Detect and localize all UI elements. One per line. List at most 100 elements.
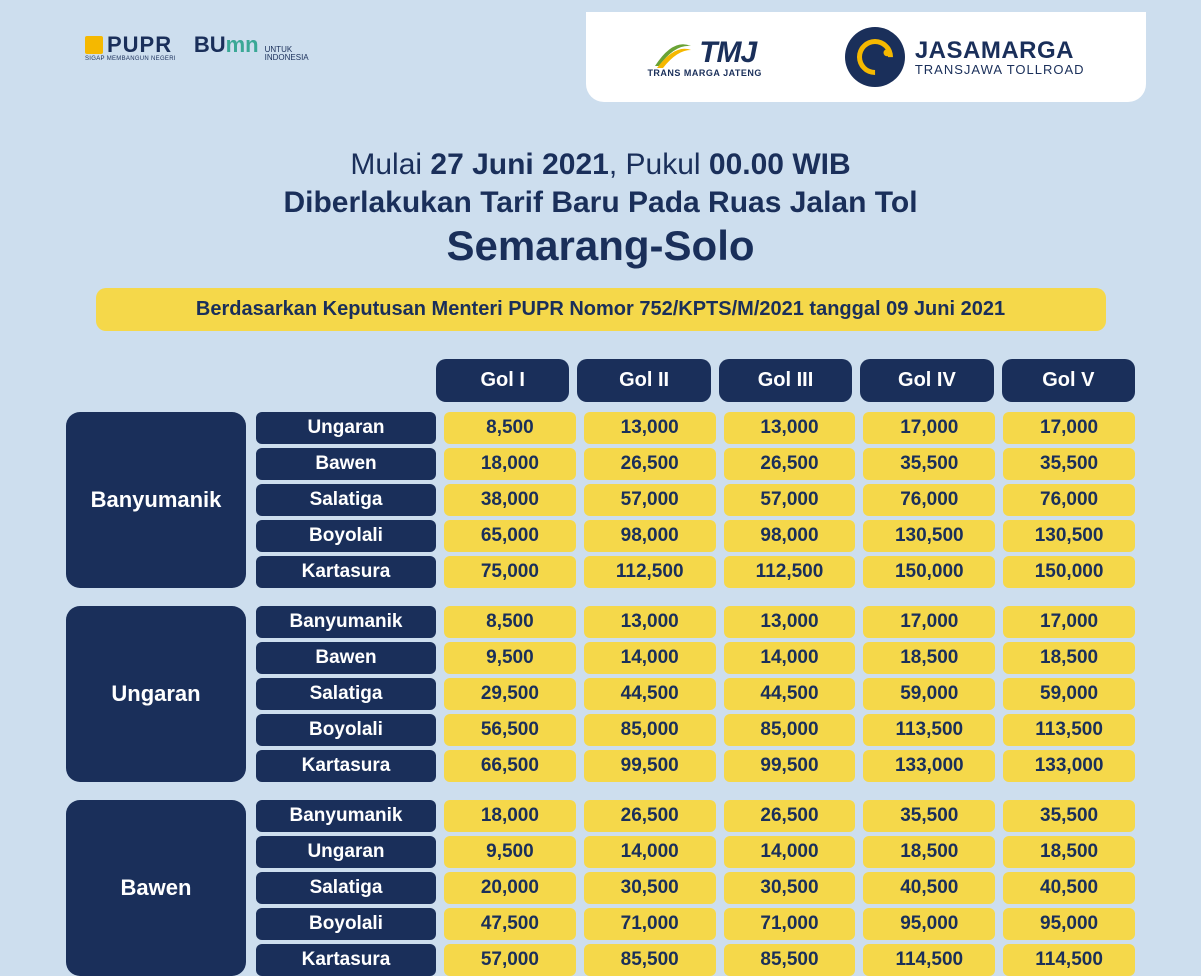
tariff-value: 59,000: [1003, 678, 1135, 710]
tariff-value: 75,000: [444, 556, 576, 588]
destination-label: Kartasura: [256, 750, 436, 782]
tariff-value: 133,000: [863, 750, 995, 782]
destination-label: Salatiga: [256, 872, 436, 904]
tariff-value: 66,500: [444, 750, 576, 782]
tariff-group: BawenBanyumanik18,00026,50026,50035,5003…: [66, 800, 1135, 976]
tariff-value: 14,000: [584, 642, 716, 674]
header-bar: PUPR SIGAP MEMBANGUN NEGERI BUmn UNTUK I…: [0, 0, 1201, 120]
pupr-text: PUPR: [107, 32, 172, 58]
tariff-value: 14,000: [724, 836, 856, 868]
tariff-value: 26,500: [724, 800, 856, 832]
tariff-row: Salatiga29,50044,50044,50059,00059,000: [256, 678, 1135, 710]
origin-label: Ungaran: [66, 606, 246, 782]
destination-label: Salatiga: [256, 484, 436, 516]
destination-label: Banyumanik: [256, 800, 436, 832]
tariff-value: 13,000: [584, 606, 716, 638]
sub-banner: Berdasarkan Keputusan Menteri PUPR Nomor…: [96, 288, 1106, 331]
logos-left: PUPR SIGAP MEMBANGUN NEGERI BUmn UNTUK I…: [85, 32, 309, 62]
tariff-value: 98,000: [724, 520, 856, 552]
tariff-value: 114,500: [1003, 944, 1135, 976]
column-header: Gol V: [1002, 359, 1135, 402]
tariff-row: Salatiga38,00057,00057,00076,00076,000: [256, 484, 1135, 516]
tariff-value: 18,500: [1003, 836, 1135, 868]
tariff-value: 59,000: [863, 678, 995, 710]
bumn-prefix: BU: [194, 32, 226, 57]
tariff-value: 99,500: [724, 750, 856, 782]
tariff-value: 18,500: [863, 836, 995, 868]
tariff-value: 29,500: [444, 678, 576, 710]
tariff-value: 57,000: [724, 484, 856, 516]
tariff-value: 18,000: [444, 448, 576, 480]
tariff-value: 71,000: [584, 908, 716, 940]
tariff-value: 30,500: [584, 872, 716, 904]
tariff-row: Kartasura75,000112,500112,500150,000150,…: [256, 556, 1135, 588]
tariff-value: 40,500: [1003, 872, 1135, 904]
headline: Mulai 27 Juni 2021, Pukul 00.00 WIB Dibe…: [0, 148, 1201, 270]
tariff-value: 44,500: [724, 678, 856, 710]
tariff-value: 95,000: [1003, 908, 1135, 940]
bumn-logo: BUmn UNTUK INDONESIA: [194, 32, 309, 62]
logos-right: TMJ TRANS MARGA JATENG JASAMARGA TRANSJA…: [586, 12, 1146, 102]
pupr-tagline: SIGAP MEMBANGUN NEGERI: [85, 56, 176, 62]
tariff-value: 18,500: [1003, 642, 1135, 674]
tariff-value: 8,500: [444, 412, 576, 444]
tariff-value: 133,000: [1003, 750, 1135, 782]
tariff-value: 112,500: [724, 556, 856, 588]
rows-wrap: Banyumanik8,50013,00013,00017,00017,000 B…: [256, 606, 1135, 782]
tariff-value: 113,500: [863, 714, 995, 746]
destination-label: Ungaran: [256, 412, 436, 444]
tariff-value: 150,000: [863, 556, 995, 588]
tariff-row: Bawen18,00026,50026,50035,50035,500: [256, 448, 1135, 480]
tariff-value: 40,500: [863, 872, 995, 904]
destination-label: Salatiga: [256, 678, 436, 710]
tariff-value: 17,000: [863, 606, 995, 638]
pupr-icon: [85, 36, 103, 54]
tariff-value: 17,000: [863, 412, 995, 444]
tariff-row: Ungaran8,50013,00013,00017,00017,000: [256, 412, 1135, 444]
tariff-value: 76,000: [1003, 484, 1135, 516]
rows-wrap: Ungaran8,50013,00013,00017,00017,000 Bawe…: [256, 412, 1135, 588]
tariff-value: 99,500: [584, 750, 716, 782]
jasamarga-text: JASAMARGA: [915, 39, 1085, 63]
tariff-value: 8,500: [444, 606, 576, 638]
column-header: Gol I: [436, 359, 569, 402]
column-header: Gol III: [719, 359, 852, 402]
tariff-value: 17,000: [1003, 606, 1135, 638]
rows-wrap: Banyumanik18,00026,50026,50035,50035,500…: [256, 800, 1135, 976]
tariff-value: 76,000: [863, 484, 995, 516]
tariff-row: Boyolali47,50071,00071,00095,00095,000: [256, 908, 1135, 940]
tariff-value: 18,000: [444, 800, 576, 832]
destination-label: Boyolali: [256, 908, 436, 940]
origin-label: Bawen: [66, 800, 246, 976]
tariff-value: 9,500: [444, 836, 576, 868]
tariff-group: BanyumanikUngaran8,50013,00013,00017,000…: [66, 412, 1135, 588]
tariff-row: Ungaran9,50014,00014,00018,50018,500: [256, 836, 1135, 868]
tariff-value: 85,500: [724, 944, 856, 976]
destination-label: Bawen: [256, 448, 436, 480]
tariff-row: Banyumanik8,50013,00013,00017,00017,000: [256, 606, 1135, 638]
tariff-table: Gol IGol IIGol IIIGol IVGol V Banyumanik…: [66, 359, 1135, 976]
tariff-value: 35,500: [863, 800, 995, 832]
tariff-row: Boyolali56,50085,00085,000113,500113,500: [256, 714, 1135, 746]
tariff-value: 17,000: [1003, 412, 1135, 444]
destination-label: Boyolali: [256, 714, 436, 746]
tmj-swoosh-icon: [653, 36, 693, 70]
pupr-logo: PUPR SIGAP MEMBANGUN NEGERI: [85, 32, 176, 62]
tariff-value: 113,500: [1003, 714, 1135, 746]
bumn-tagline: UNTUK INDONESIA: [265, 46, 309, 62]
tariff-value: 56,500: [444, 714, 576, 746]
tariff-value: 114,500: [863, 944, 995, 976]
tariff-value: 14,000: [584, 836, 716, 868]
tariff-value: 35,500: [1003, 800, 1135, 832]
tmj-logo: TMJ TRANS MARGA JATENG: [647, 36, 762, 78]
tariff-value: 65,000: [444, 520, 576, 552]
tariff-row: Kartasura66,50099,50099,500133,000133,00…: [256, 750, 1135, 782]
tariff-value: 14,000: [724, 642, 856, 674]
column-header: Gol IV: [860, 359, 993, 402]
tariff-value: 57,000: [584, 484, 716, 516]
tariff-value: 26,500: [724, 448, 856, 480]
tariff-value: 13,000: [724, 606, 856, 638]
column-header: Gol II: [577, 359, 710, 402]
tariff-value: 85,000: [584, 714, 716, 746]
tariff-value: 98,000: [584, 520, 716, 552]
